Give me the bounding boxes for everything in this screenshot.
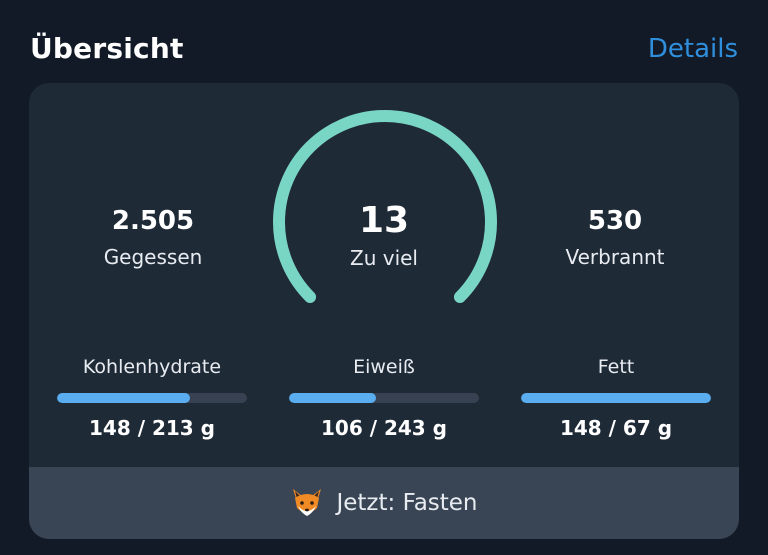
macro-progress-track [521,393,711,403]
macro-carbs: Kohlenhydrate 148 / 213 g [57,355,247,440]
fasting-status-bar[interactable]: Jetzt: Fasten [29,467,739,539]
eaten-stat: 2.505 Gegessen [53,206,253,269]
remaining-stat: 13 Zu viel [284,200,484,271]
summary-card: 2.505 Gegessen 13 Zu viel 530 Verbrannt … [29,83,739,539]
calorie-gauge [273,110,497,303]
details-link[interactable]: Details [647,34,738,64]
macro-amount: 106 / 243 g [320,416,447,440]
macro-fat: Fett 148 / 67 g [521,355,711,440]
burned-value: 530 [587,206,643,236]
macro-progress-track [289,393,479,403]
fox-icon [293,489,322,516]
macro-amount: 148 / 67 g [559,416,673,440]
burned-stat: 530 Verbrannt [515,206,715,269]
macro-label: Fett [597,356,635,378]
eaten-value: 2.505 [111,206,195,236]
macro-label: Kohlenhydrate [82,356,222,378]
burned-label: Verbrannt [565,245,665,269]
macro-label: Eiweiß [353,356,415,378]
macro-progress-fill [521,393,711,403]
macro-amount: 148 / 213 g [88,416,215,440]
macro-protein: Eiweiß 106 / 243 g [289,355,479,440]
eaten-label: Gegessen [103,245,203,269]
page-title: Übersicht [30,32,184,65]
macro-progress-track [57,393,247,403]
macro-progress-fill [289,393,377,403]
macro-progress-fill [57,393,190,403]
remaining-value: 13 [358,200,410,241]
fasting-status-text: Jetzt: Fasten [336,490,478,516]
gauge-arc [273,110,497,303]
remaining-label: Zu viel [350,246,418,270]
